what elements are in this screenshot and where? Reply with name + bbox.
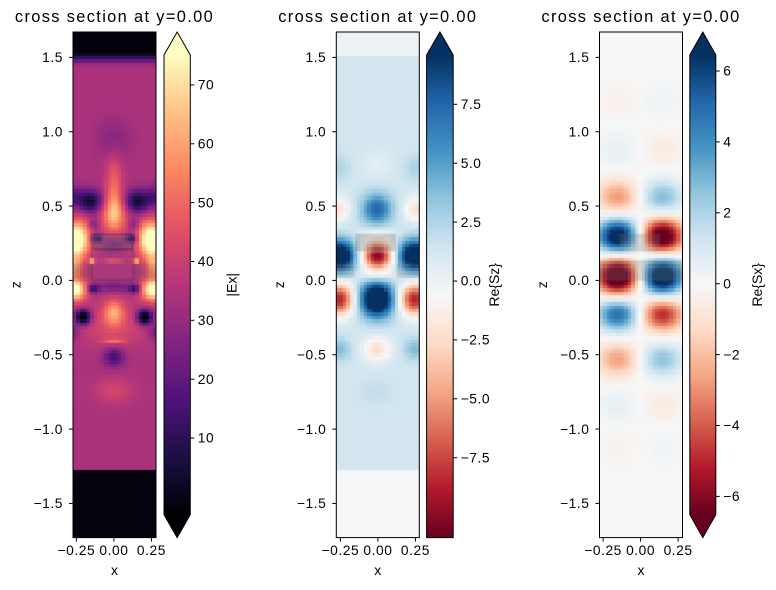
- svg-text:|Ex|: |Ex|: [223, 273, 239, 297]
- svg-text:z: z: [271, 281, 287, 288]
- svg-text:−5.0: −5.0: [461, 392, 490, 407]
- svg-text:−1.5: −1.5: [297, 496, 326, 511]
- svg-text:0.00: 0.00: [363, 543, 392, 558]
- svg-text:70: 70: [198, 78, 214, 93]
- svg-text:−0.25: −0.25: [584, 543, 622, 558]
- svg-text:Re{Sx}: Re{Sx}: [749, 263, 765, 307]
- svg-text:−6: −6: [723, 489, 740, 504]
- svg-text:1.5: 1.5: [305, 50, 326, 65]
- svg-text:−0.25: −0.25: [322, 543, 360, 558]
- svg-text:x: x: [111, 562, 118, 578]
- svg-text:2: 2: [723, 206, 731, 221]
- svg-text:0.5: 0.5: [42, 199, 63, 214]
- svg-text:0.0: 0.0: [42, 273, 63, 288]
- svg-text:−7.5: −7.5: [461, 450, 490, 465]
- svg-text:60: 60: [198, 137, 214, 152]
- svg-text:−1.0: −1.0: [560, 422, 589, 437]
- svg-text:7.5: 7.5: [461, 97, 482, 112]
- svg-text:1.0: 1.0: [42, 124, 63, 139]
- svg-text:−1.0: −1.0: [297, 422, 326, 437]
- svg-text:z: z: [534, 281, 550, 288]
- svg-text:50: 50: [198, 195, 214, 210]
- svg-text:40: 40: [198, 254, 214, 269]
- svg-text:−1.0: −1.0: [34, 422, 63, 437]
- svg-text:0.00: 0.00: [626, 543, 655, 558]
- svg-text:4: 4: [723, 135, 731, 150]
- svg-text:1.5: 1.5: [42, 50, 63, 65]
- svg-text:0.25: 0.25: [401, 543, 430, 558]
- svg-text:x: x: [638, 562, 645, 578]
- svg-text:2.5: 2.5: [461, 215, 482, 230]
- svg-text:30: 30: [198, 313, 214, 328]
- svg-text:0.0: 0.0: [305, 273, 326, 288]
- svg-text:1.0: 1.0: [305, 124, 326, 139]
- svg-text:−1.5: −1.5: [560, 496, 589, 511]
- svg-text:1.5: 1.5: [569, 50, 590, 65]
- svg-text:0.25: 0.25: [664, 543, 693, 558]
- svg-text:−1.5: −1.5: [34, 496, 63, 511]
- svg-text:1.0: 1.0: [569, 124, 590, 139]
- svg-text:0: 0: [723, 276, 731, 291]
- svg-text:−0.5: −0.5: [297, 347, 326, 362]
- svg-text:10: 10: [198, 431, 214, 446]
- svg-text:cross section at y=0.00: cross section at y=0.00: [15, 8, 214, 26]
- svg-text:x: x: [374, 562, 381, 578]
- svg-text:20: 20: [198, 372, 214, 387]
- svg-text:0.25: 0.25: [137, 543, 166, 558]
- svg-text:0.00: 0.00: [99, 543, 128, 558]
- svg-text:0.0: 0.0: [461, 274, 482, 289]
- svg-text:−0.25: −0.25: [58, 543, 96, 558]
- svg-text:0.0: 0.0: [569, 273, 590, 288]
- svg-text:−0.5: −0.5: [34, 347, 63, 362]
- svg-text:−2: −2: [723, 347, 740, 362]
- svg-text:Re{Sz}: Re{Sz}: [486, 263, 502, 307]
- svg-text:cross section at y=0.00: cross section at y=0.00: [541, 8, 740, 26]
- svg-text:−2.5: −2.5: [461, 333, 490, 348]
- svg-text:0.5: 0.5: [305, 199, 326, 214]
- svg-text:5.0: 5.0: [461, 156, 482, 171]
- svg-text:6: 6: [723, 64, 731, 79]
- svg-text:0.5: 0.5: [569, 199, 590, 214]
- svg-text:cross section at y=0.00: cross section at y=0.00: [278, 8, 477, 26]
- svg-text:−4: −4: [723, 418, 740, 433]
- svg-text:z: z: [8, 281, 24, 288]
- svg-text:−0.5: −0.5: [560, 347, 589, 362]
